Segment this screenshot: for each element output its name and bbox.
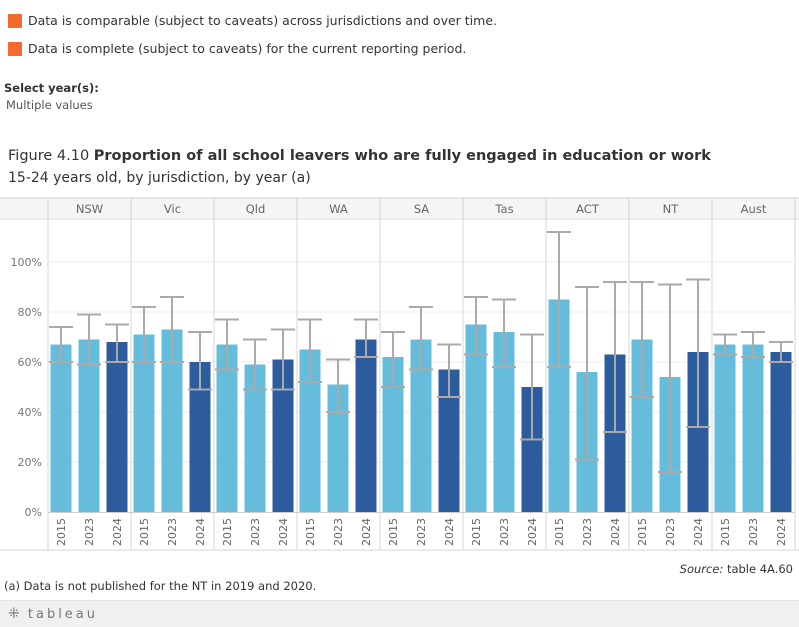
- tableau-wordmark: tableau: [27, 607, 99, 622]
- panel-header-tas: Tas: [494, 202, 513, 216]
- bar-qld-2023: [244, 364, 266, 512]
- x-tick-label: 2024: [277, 518, 290, 546]
- x-tick-label: 2024: [194, 518, 207, 546]
- x-tick-label: 2015: [387, 518, 400, 546]
- figure-number: Figure 4.10: [8, 148, 90, 164]
- x-tick-label: 2023: [664, 518, 677, 546]
- bar-chart[interactable]: 0% 20% 40% 60% 80% 100% NSW 2015 2023 2024 Vic 2015…: [0, 190, 799, 552]
- x-tick-label: 2015: [304, 518, 317, 546]
- panel-header-nt: NT: [663, 202, 680, 216]
- panel-header-vic: Vic: [164, 202, 181, 216]
- tableau-plus-icon: ⁜: [8, 606, 21, 622]
- panel-header-wa: WA: [329, 202, 348, 216]
- bar-aust-2015: [714, 344, 736, 512]
- legend-label-comparable: Data is comparable (subject to caveats) …: [28, 13, 497, 28]
- tableau-logo[interactable]: ⁜ tableau: [8, 606, 98, 622]
- x-tick-label: 2015: [221, 518, 234, 546]
- bar-nsw-2023: [78, 339, 100, 512]
- bar-nt-2024: [687, 352, 709, 512]
- source-prefix: Source:: [679, 562, 724, 576]
- bar-act-2024: [604, 354, 626, 512]
- x-tick-label: 2015: [636, 518, 649, 546]
- x-tick-label: 2023: [498, 518, 511, 546]
- x-tick-label: 2015: [719, 518, 732, 546]
- bar-vic-2015: [133, 334, 155, 512]
- x-tick-label: 2015: [470, 518, 483, 546]
- figure-title-text: Proportion of all school leavers who are…: [93, 148, 711, 164]
- x-tick-label: 2023: [83, 518, 96, 546]
- panel-header-sa: SA: [414, 202, 430, 216]
- panel-header-aust: Aust: [741, 202, 767, 216]
- y-tick-label: 60%: [18, 356, 42, 369]
- y-tick-label: 20%: [18, 456, 42, 469]
- x-tick-label: 2024: [775, 518, 788, 546]
- x-tick-label: 2023: [581, 518, 594, 546]
- x-tick-label: 2023: [249, 518, 262, 546]
- x-tick-label: 2024: [609, 518, 622, 546]
- figure-title: Figure 4.10 Proportion of all school lea…: [8, 148, 711, 164]
- x-tick-label: 2015: [55, 518, 68, 546]
- bar-wa-2024: [355, 339, 377, 512]
- bar-tas-2023: [493, 332, 515, 512]
- orange-square-icon: [8, 41, 22, 56]
- legend-item-comparable: Data is comparable (subject to caveats) …: [8, 13, 497, 28]
- y-tick-label: 80%: [18, 306, 42, 319]
- x-tick-label: 2015: [138, 518, 151, 546]
- bar-aust-2023: [742, 344, 764, 512]
- legend-item-complete: Data is complete (subject to caveats) fo…: [8, 41, 466, 56]
- year-filter-label: Select year(s):: [4, 81, 99, 95]
- bar-tas-2024: [521, 387, 543, 512]
- bar-act-2015: [548, 299, 570, 512]
- panel-header-band: [0, 198, 799, 219]
- bar-qld-2024: [272, 359, 294, 512]
- x-tick-label: 2024: [692, 518, 705, 546]
- source-note: Source: table 4A.60: [680, 562, 793, 576]
- year-filter-value[interactable]: Multiple values: [6, 98, 93, 112]
- panel-header-nsw: NSW: [76, 202, 103, 216]
- bar-sa-2024: [438, 369, 460, 512]
- bar-nsw-2015: [50, 344, 72, 512]
- bar-sa-2023: [410, 339, 432, 512]
- bar-qld-2015: [216, 344, 238, 512]
- panel-header-qld: Qld: [246, 202, 266, 216]
- x-tick-label: 2024: [443, 518, 456, 546]
- bar-vic-2024: [189, 362, 211, 512]
- x-tick-label: 2024: [111, 518, 124, 546]
- bar-sa-2015: [382, 357, 404, 512]
- y-tick-label: 40%: [18, 406, 42, 419]
- bar-aust-2024: [770, 352, 792, 512]
- y-tick-label: 100%: [11, 256, 42, 269]
- panel-header-act: ACT: [576, 202, 600, 216]
- x-tick-label: 2024: [360, 518, 373, 546]
- bar-tas-2015: [465, 324, 487, 512]
- y-tick-label: 0%: [25, 506, 42, 519]
- x-tick-label: 2023: [166, 518, 179, 546]
- x-tick-label: 2024: [526, 518, 539, 546]
- figure-subtitle: 15-24 years old, by jurisdiction, by yea…: [8, 170, 311, 186]
- x-tick-label: 2023: [415, 518, 428, 546]
- x-tick-label: 2023: [747, 518, 760, 546]
- footnote: (a) Data is not published for the NT in …: [4, 579, 317, 593]
- bar-nsw-2024: [106, 342, 128, 512]
- legend-label-complete: Data is complete (subject to caveats) fo…: [28, 41, 467, 56]
- x-tick-label: 2023: [332, 518, 345, 546]
- bar-wa-2015: [299, 349, 321, 512]
- x-tick-label: 2015: [553, 518, 566, 546]
- tableau-toolbar: ⁜ tableau: [0, 600, 799, 627]
- orange-square-icon: [8, 13, 22, 28]
- bar-vic-2023: [161, 329, 183, 512]
- source-text: table 4A.60: [726, 562, 793, 576]
- bar-wa-2023: [327, 384, 349, 512]
- bar-nt-2015: [631, 339, 653, 512]
